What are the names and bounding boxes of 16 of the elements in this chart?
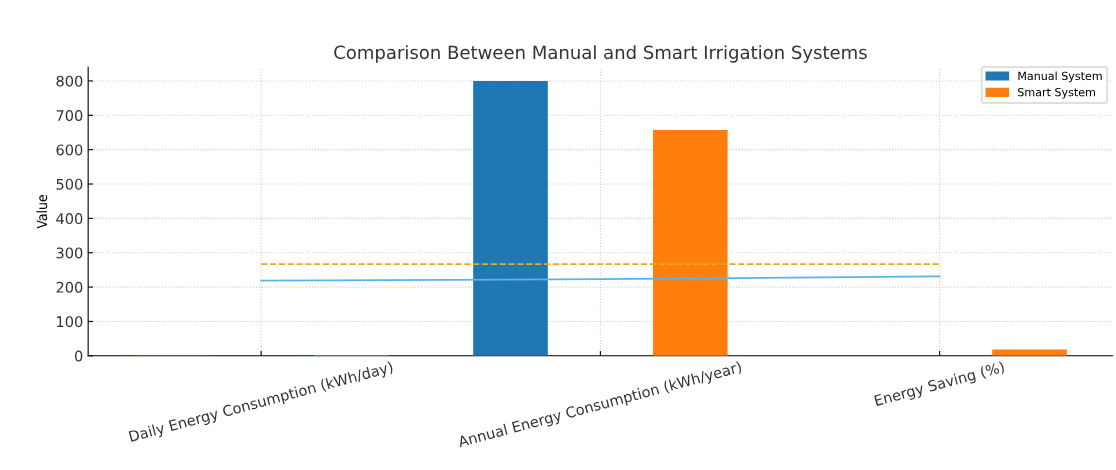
- chart-title: Comparison Between Manual and Smart Irrigation Systems: [334, 45, 867, 63]
- y-tick-label: 300: [56, 247, 83, 259]
- bar: [473, 80, 548, 356]
- bar: [652, 130, 728, 356]
- y-tick-label: 700: [56, 110, 83, 122]
- y-tick-label: 100: [57, 316, 83, 328]
- x-tick-label: Energy Saving (%): [874, 360, 1006, 409]
- legend-label: Manual System: [1018, 71, 1102, 83]
- y-tick-label: 500: [56, 178, 83, 190]
- y-axis-title: Value: [36, 195, 48, 229]
- y-tick-label: 800: [56, 75, 83, 87]
- y-tick-label: 200: [56, 281, 83, 293]
- legend-label: Smart System: [1018, 87, 1095, 99]
- y-tick-label: 400: [56, 213, 83, 225]
- y-tick-label: 0: [74, 350, 83, 362]
- y-tick-label: 600: [56, 144, 83, 156]
